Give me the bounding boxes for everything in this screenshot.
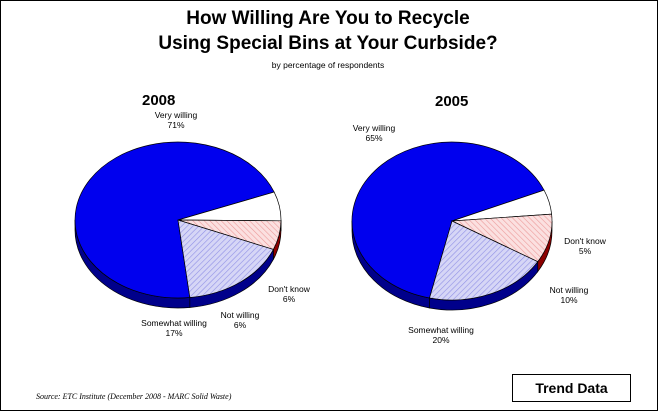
slice-value-not-willing: 6% <box>234 320 247 330</box>
slice-value-somewhat-willing: 17% <box>165 328 182 338</box>
source-note: Source: ETC Institute (December 2008 - M… <box>36 392 232 401</box>
pie-slice-somewhat-willing <box>429 220 539 301</box>
slice-value-somewhat-willing: 20% <box>432 335 449 345</box>
slice-value-not-willing: 10% <box>560 295 577 305</box>
slice-label-very-willing: Very willing <box>353 123 396 133</box>
slice-value-dont-know: 5% <box>579 246 592 256</box>
slice-label-not-willing: Not willing <box>550 285 589 295</box>
slice-label-somewhat-willing: Somewhat willing <box>408 325 474 335</box>
slice-label-dont-know: Don't know <box>268 284 311 294</box>
pie-slice-somewhat-willing <box>177 219 274 298</box>
pie-title-2005: 2005 <box>435 93 469 110</box>
chart-title-line1: How Willing Are You to Recycle <box>186 8 470 29</box>
chart-title-line2: Using Special Bins at Your Curbside? <box>158 33 498 54</box>
pie-slice-very-willing <box>351 141 545 299</box>
trend-data-badge: Trend Data <box>512 374 631 402</box>
slice-value-very-willing: 71% <box>167 120 184 130</box>
chart-subtitle: by percentage of respondents <box>271 60 385 70</box>
slice-label-not-willing: Not willing <box>221 310 260 320</box>
slice-label-dont-know: Don't know <box>564 236 607 246</box>
pie-title-2008: 2008 <box>142 92 176 109</box>
slice-value-very-willing: 65% <box>365 133 382 143</box>
slice-value-dont-know: 6% <box>283 294 296 304</box>
pie-slice-very-willing <box>74 141 275 299</box>
slice-label-very-willing: Very willing <box>155 110 198 120</box>
slice-label-somewhat-willing: Somewhat willing <box>141 318 207 328</box>
